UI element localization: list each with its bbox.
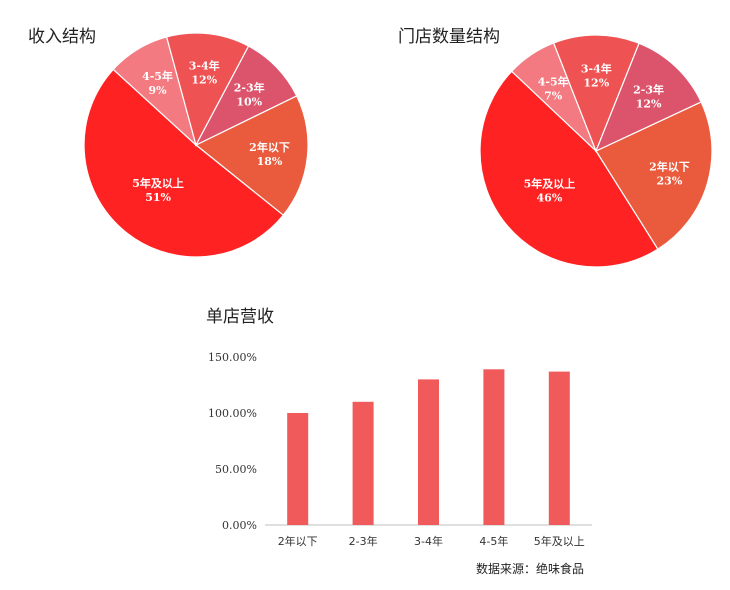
pie-slice-label: 4-5年 [142, 69, 173, 83]
pie-slice-label: 3-4年 [189, 59, 220, 73]
pie-slice-4 [594, 42, 702, 153]
pie-slice-3 [552, 34, 640, 153]
pie-slice-label: 5年及以上 [524, 176, 576, 190]
pie-slice-label: 2-3年 [633, 82, 664, 96]
pie-slice-label: 2年以下 [249, 140, 290, 154]
bar-revenue-title: 单店营收 [206, 307, 274, 327]
pie-slice-percent: 46% [537, 191, 563, 204]
bar-3 [483, 369, 505, 525]
data-source-note: 数据来源：绝味食品 [476, 562, 585, 576]
y-tick-label: 50.00% [215, 463, 257, 476]
bar-4 [548, 371, 570, 525]
x-tick-label: 3-4年 [414, 534, 443, 548]
pie-slice-percent: 9% [148, 84, 167, 97]
bar-0 [287, 413, 309, 525]
pie-slice-percent: 12% [636, 97, 662, 110]
pie-slice-percent: 7% [544, 90, 563, 103]
pie-slice-1 [83, 68, 285, 258]
pie-slice-label: 4-5年 [538, 75, 569, 89]
pie-slice-3 [165, 32, 250, 147]
pie-slice-0 [595, 101, 713, 250]
pie-slice-percent: 12% [583, 76, 609, 89]
x-tick-label: 4-5年 [479, 534, 508, 548]
pie-slice-percent: 23% [657, 175, 683, 188]
pie-income-title: 收入结构 [28, 27, 96, 47]
y-tick-label: 100.00% [208, 407, 257, 420]
y-tick-label: 150.00% [208, 351, 257, 364]
pie-slice-percent: 18% [257, 155, 283, 168]
pie-slice-label: 5年及以上 [132, 176, 184, 190]
bar-2 [418, 379, 439, 525]
pie-slice-percent: 51% [145, 191, 171, 204]
y-tick-label: 0.00% [222, 519, 257, 532]
pie-slice-4 [194, 45, 298, 147]
pie-store-title: 门店数量结构 [398, 27, 500, 47]
single-store-revenue-bar-chart: 0.00% 50.00% 100.00% 150.00% 2年以下 2-3年 3-4年 4-5… [208, 351, 592, 548]
pie-slice-percent: 12% [191, 74, 217, 87]
pie-slice-label: 2年以下 [649, 160, 690, 174]
pie-slice-label: 3-4年 [581, 61, 612, 75]
x-tick-label: 2-3年 [349, 534, 378, 548]
pie-slice-0 [194, 95, 309, 217]
x-tick-label: 5年及以上 [534, 534, 585, 548]
x-tick-label: 2年以下 [278, 534, 318, 548]
bar-1 [352, 401, 374, 525]
pie-slice-percent: 10% [236, 96, 262, 109]
pie-slice-1 [479, 70, 659, 268]
pie-slice-label: 2-3年 [234, 81, 265, 95]
